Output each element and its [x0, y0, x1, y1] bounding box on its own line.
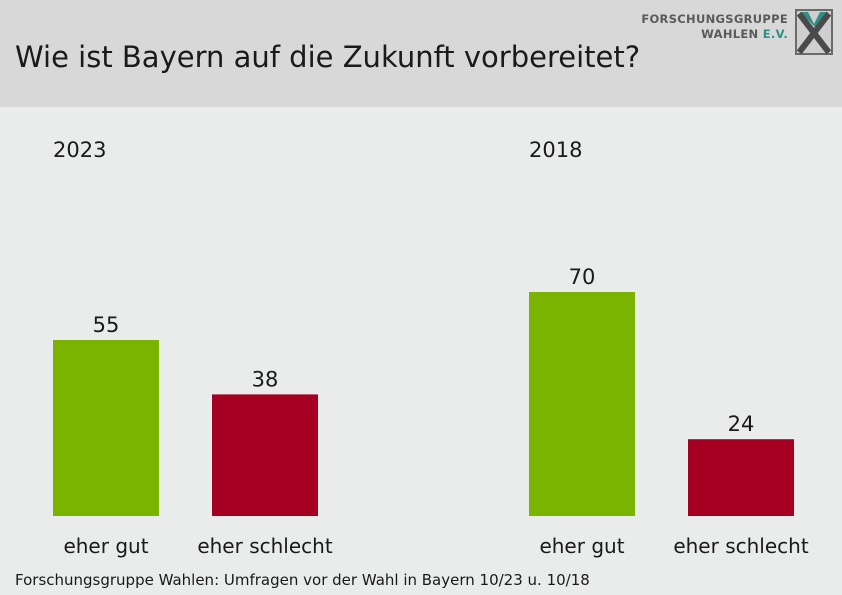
bar-2023-eher-gut — [53, 340, 159, 516]
logo-text: FORSCHUNGSGRUPPE WAHLEN E.V. — [641, 12, 788, 42]
page-title: Wie ist Bayern auf die Zukunft vorbereit… — [15, 40, 641, 74]
logo-line-2: WAHLEN E.V. — [641, 27, 788, 42]
logo: FORSCHUNGSGRUPPE WAHLEN E.V. — [641, 8, 834, 56]
category-label-2018-eher-schlecht: eher schlecht — [673, 534, 808, 558]
value-label-2023-eher-gut: 55 — [93, 313, 120, 337]
bar-2018-eher-gut — [529, 292, 635, 516]
value-label-2018-eher-gut: 70 — [569, 265, 596, 289]
logo-x-icon — [795, 9, 833, 55]
header-band: Wie ist Bayern auf die Zukunft vorbereit… — [0, 0, 842, 107]
category-label-2023-eher-gut: eher gut — [63, 534, 148, 558]
logo-line-2a: WAHLEN — [701, 27, 763, 41]
category-label-2023-eher-schlecht: eher schlecht — [197, 534, 332, 558]
bar-2018-eher-schlecht — [688, 439, 794, 516]
logo-line-1: FORSCHUNGSGRUPPE — [641, 12, 788, 26]
bar-chart: 2023 55 eher gut 38 eher schlecht 2018 70 eher … — [53, 138, 809, 558]
value-label-2023-eher-schlecht: 38 — [252, 367, 279, 391]
bar-2023-eher-schlecht — [212, 394, 318, 516]
logo-line-2b: E.V. — [762, 27, 788, 41]
value-label-2018-eher-schlecht: 24 — [728, 412, 755, 436]
category-label-2018-eher-gut: eher gut — [539, 534, 624, 558]
group-label-2023: 2023 — [53, 138, 106, 162]
group-label-2018: 2018 — [529, 138, 582, 162]
source-note: Forschungsgruppe Wahlen: Umfragen vor de… — [15, 571, 590, 589]
